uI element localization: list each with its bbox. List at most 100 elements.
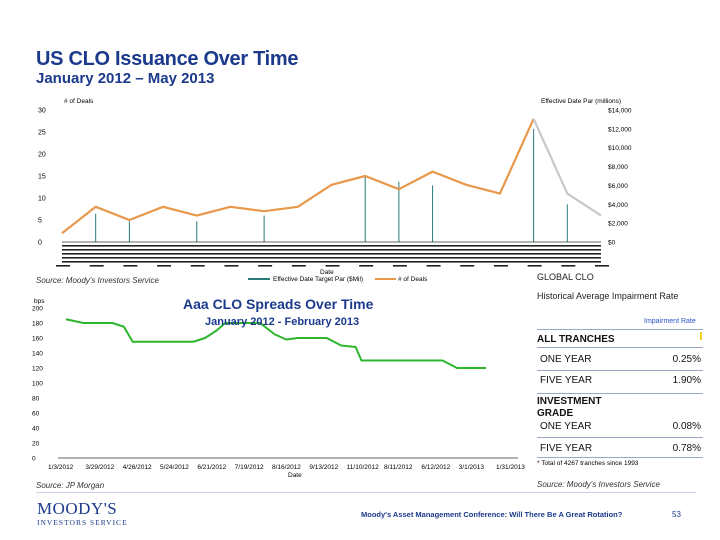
x-date-band [62, 249, 601, 251]
x-date-band [62, 253, 601, 255]
table-row: FIVE YEAR 0.78% [537, 443, 703, 455]
row-value: 0.08% [672, 421, 701, 432]
x-date-tick [359, 265, 374, 267]
left-tick-label: 0 [38, 240, 42, 247]
table-divider [537, 370, 703, 371]
right-tick-label: $2,000 [608, 221, 628, 228]
x-date-tick [258, 265, 273, 267]
x-date-tick [426, 265, 441, 267]
impairment-footnote: * Total of 4267 tranches since 1993 [537, 460, 639, 467]
spreads-x-tick: 8/16/2012 [272, 464, 301, 471]
impairment-column-header: Impairment Rate [644, 318, 696, 325]
legend-label-deals: # of Deals [398, 276, 428, 283]
spreads-x-axis-label: Date [288, 472, 302, 479]
impairment-subheading: Historical Average Impairment Rate [537, 291, 679, 301]
spreads-x-tick: 1/3/2012 [48, 464, 74, 471]
spreads-y-tick: 180 [32, 321, 43, 328]
issuance-x-labels [56, 245, 609, 267]
page-number: 53 [672, 510, 681, 519]
spreads-line [65, 318, 486, 369]
impairment-marker [700, 332, 702, 340]
right-tick-label: $14,000 [608, 108, 632, 115]
spreads-y-tick: 0 [32, 456, 36, 463]
x-date-tick [460, 265, 475, 267]
right-tick-label: $4,000 [608, 202, 628, 209]
all-tranches-label: ALL TRANCHES [537, 334, 615, 345]
left-tick-label: 30 [38, 108, 46, 115]
row-value: 1.90% [672, 375, 701, 386]
x-date-tick [224, 265, 239, 267]
row-label: FIVE YEAR [540, 375, 593, 386]
table-row: ONE YEAR 0.25% [537, 354, 703, 366]
spreads-x-tick: 11/10/2012 [347, 464, 379, 471]
moodys-logo: MOODY'S [37, 499, 118, 518]
spreads-x-tick: 4/26/2012 [123, 464, 152, 471]
x-date-tick [325, 265, 340, 267]
impairment-heading: GLOBAL CLO [537, 272, 594, 282]
issuance-legend: Effective Date Target Par ($Mil) # of De… [248, 276, 428, 283]
spreads-y-tick: 160 [32, 336, 43, 343]
spreads-y-unit: bps [34, 298, 45, 305]
right-tick-label: $0 [608, 240, 616, 247]
right-tick-label: $10,000 [608, 145, 632, 152]
investment-grade-label: INVESTMENT [537, 396, 602, 407]
x-date-tick [527, 265, 542, 267]
spreads-source: Source: JP Morgan [36, 481, 105, 490]
page-subtitle: January 2012 – May 2013 [36, 70, 215, 87]
investment-grade-label: GRADE [537, 408, 574, 419]
table-divider [537, 457, 703, 458]
issuance-chart: 0 5 10 15 20 25 30 $0 $2,000 $4,000 $6,000 $8,000 $1… [38, 98, 632, 283]
issuance-par-spikes [95, 128, 568, 242]
spreads-x-tick: 6/12/2012 [421, 464, 450, 471]
x-date-tick [493, 265, 508, 267]
table-row: ALL TRANCHES [537, 334, 703, 346]
legend-label-par: Effective Date Target Par ($Mil) [273, 276, 363, 283]
table-divider [537, 393, 703, 394]
left-tick-label: 20 [38, 152, 46, 159]
spreads-x-tick: 9/13/2012 [309, 464, 338, 471]
table-divider [537, 437, 703, 438]
x-date-tick [123, 265, 138, 267]
spreads-lines [65, 318, 487, 369]
issuance-source: Source: Moody's Investors Service [36, 276, 159, 285]
table-divider [537, 347, 703, 348]
x-date-tick [56, 265, 70, 267]
x-date-tick [595, 265, 609, 267]
table-divider [537, 329, 703, 330]
spreads-y-tick: 40 [32, 426, 40, 433]
right-tick-label: $6,000 [608, 183, 628, 190]
x-date-tick [392, 265, 407, 267]
spreads-x-tick: 6/21/2012 [197, 464, 226, 471]
row-label: FIVE YEAR [540, 443, 593, 454]
left-tick-label: 25 [38, 130, 46, 137]
row-value: 0.78% [672, 443, 701, 454]
spreads-y-tick: 200 [32, 306, 43, 313]
x-date-tick [291, 265, 306, 267]
issuance-deal-lines [61, 118, 602, 235]
row-value: 0.25% [672, 354, 701, 365]
issuance-axes: 0 5 10 15 20 25 30 $0 $2,000 $4,000 $6,000 $8,000 $1… [38, 108, 632, 247]
x-date-tick [190, 265, 205, 267]
deals-line-0 [61, 118, 535, 235]
row-label: ONE YEAR [540, 421, 592, 432]
spreads-x-tick: 7/19/2012 [235, 464, 264, 471]
footer-divider [36, 492, 696, 493]
issuance-right-axis-label: Effective Date Par (millions) [541, 98, 621, 105]
table-row: ONE YEAR 0.08% [537, 421, 703, 433]
spreads-x-tick: 5/24/2012 [160, 464, 189, 471]
spreads-y-tick: 20 [32, 441, 40, 448]
x-date-tick [157, 265, 172, 267]
table-row: FIVE YEAR 1.90% [537, 375, 703, 387]
spreads-x-tick: 3/1/2013 [459, 464, 485, 471]
spreads-x-tick: 1/31/2013 [496, 464, 525, 471]
impairment-source: Source: Moody's Investors Service [537, 480, 660, 489]
deals-line-1 [532, 118, 602, 217]
moodys-logo-sub: INVESTORS SERVICE [37, 518, 128, 527]
spreads-y-tick: 100 [32, 381, 43, 388]
spreads-axes: 0 20 40 60 80 100 120 140 160 180 200 1/3/2012 3/29/… [32, 306, 525, 472]
spreads-y-tick: 60 [32, 411, 40, 418]
spreads-x-tick: 3/29/2012 [85, 464, 114, 471]
right-tick-label: $8,000 [608, 164, 628, 171]
left-tick-label: 10 [38, 196, 46, 203]
x-date-tick [89, 265, 104, 267]
